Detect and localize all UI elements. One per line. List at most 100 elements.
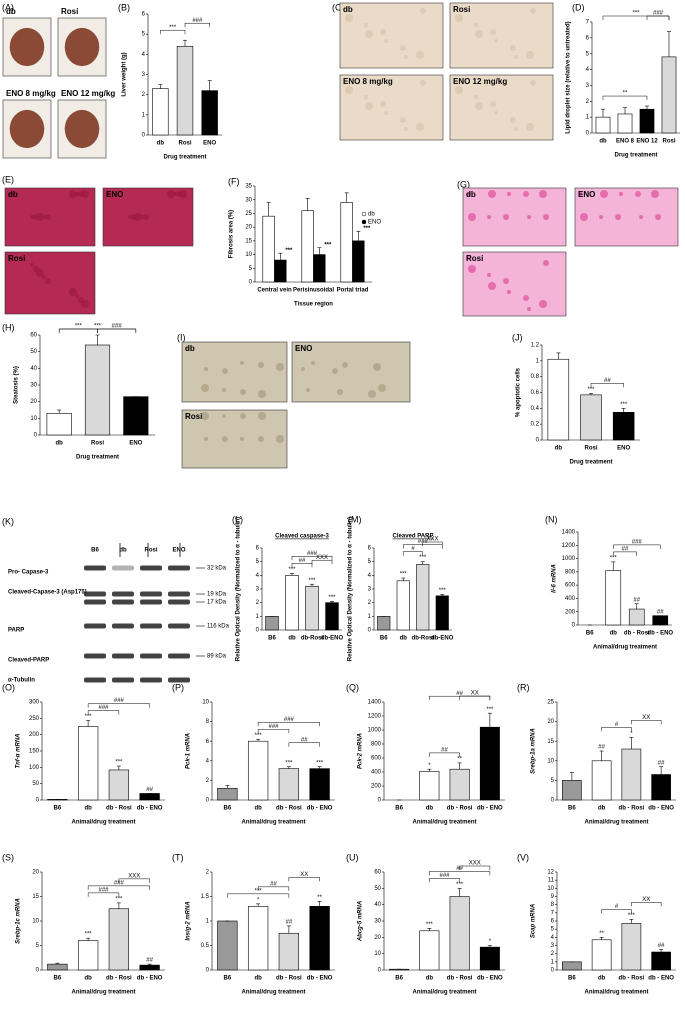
significance-mark: **	[623, 91, 628, 97]
bar	[419, 770, 440, 801]
significance-bracket	[184, 22, 210, 28]
size-label: 19 kDa	[207, 592, 227, 598]
y-tick-label: 0	[378, 798, 382, 804]
y-tick-label: 10	[30, 416, 37, 422]
significance-mark: ###	[284, 717, 295, 723]
significance-mark: XXX	[469, 861, 481, 867]
tissue-texture	[75, 294, 79, 298]
tissue-texture	[69, 190, 77, 198]
y-tick-label: 30	[30, 383, 37, 389]
y-tick-label: 0	[572, 623, 576, 629]
y-tick-label: 400	[565, 596, 576, 602]
image-label: Rosi	[61, 7, 78, 16]
tissue-texture	[240, 437, 244, 441]
image-label: Rosi	[8, 254, 25, 263]
y-tick-label: 6	[256, 546, 260, 552]
y-tick-label: 50	[32, 781, 39, 787]
x-tick-label: B6	[586, 631, 594, 637]
tissue-texture	[332, 368, 338, 374]
significance-mark: ***	[115, 896, 123, 902]
significance-bracket	[87, 892, 120, 897]
y-tick-label: 25	[245, 211, 252, 217]
bar	[617, 113, 633, 134]
y-tick-label: 8	[206, 719, 210, 725]
panel-label: (L)	[232, 514, 243, 524]
y-tick-label: 40	[30, 366, 37, 372]
tissue-texture	[337, 389, 343, 395]
bar	[274, 259, 287, 283]
y-tick-label: 200	[371, 784, 382, 790]
tissue-texture	[619, 192, 623, 196]
tissue-texture	[240, 413, 246, 419]
panel-label: (E)	[2, 174, 14, 184]
y-tick-label: 6	[586, 35, 590, 41]
y-axis-label: Lipid droplet size (relative to untreate…	[566, 21, 572, 133]
y-tick-label: 200	[565, 609, 576, 615]
tissue-texture	[107, 192, 111, 196]
tissue-texture	[474, 95, 478, 99]
y-tick-label: 15	[32, 894, 39, 900]
significance-bracket	[118, 878, 150, 883]
significance-mark: XX	[642, 897, 650, 903]
image-label: Rosi	[453, 5, 470, 14]
y-tick-label: 1.5	[201, 894, 210, 900]
significance-mark: ##	[598, 745, 605, 751]
blot-band	[84, 565, 106, 571]
y-tick-label: 250	[29, 716, 40, 722]
bar	[301, 210, 314, 283]
micrograph	[339, 2, 444, 69]
tissue-texture	[368, 390, 376, 398]
x-tick-label: db - Rosi	[624, 631, 650, 637]
tissue-texture	[527, 307, 531, 311]
x-axis-label: Animal/drug treatment	[412, 990, 476, 996]
x-tick-label: db - Rosi	[276, 976, 302, 982]
significance-mark: XXX	[316, 555, 328, 561]
significance-mark: ##	[299, 558, 306, 564]
image-label: db	[466, 190, 476, 199]
significance-mark: *	[489, 939, 492, 945]
significance-mark: ###	[439, 873, 450, 879]
significance-bracket	[422, 541, 443, 546]
blot-band	[112, 623, 134, 629]
y-axis-label: Insig-2 mRNA	[186, 901, 192, 940]
y-tick-label: 5	[256, 559, 260, 565]
tissue-texture	[487, 215, 491, 219]
y-tick-label: 6	[368, 546, 372, 552]
significance-mark: #	[411, 546, 415, 552]
significance-mark: **	[457, 756, 462, 762]
y-tick-label: 2	[142, 92, 146, 98]
blot-band	[112, 599, 134, 605]
panel-label: (K)	[2, 516, 14, 526]
significance-mark: ***	[324, 242, 332, 248]
tissue-texture	[488, 282, 496, 290]
tissue-texture	[494, 39, 498, 43]
significance-bracket	[459, 695, 491, 700]
tissue-texture	[468, 213, 476, 221]
bar	[591, 939, 612, 971]
x-tick-label: db	[426, 976, 434, 982]
blot-band	[168, 591, 190, 597]
y-tick-label: 10	[547, 886, 554, 892]
y-tick-label: 3	[586, 83, 590, 89]
significance-mark: #	[615, 904, 619, 910]
x-tick-label: db - ENO	[648, 976, 674, 982]
significance-mark: ##	[441, 747, 448, 753]
x-tick-label: ENO 12	[636, 139, 658, 145]
tissue-texture	[9, 256, 13, 260]
bar	[562, 780, 582, 801]
tissue-texture	[78, 191, 84, 197]
panel-label: (R)	[517, 682, 530, 692]
y-tick-label: 6	[142, 12, 146, 18]
micrograph	[291, 341, 411, 403]
y-tick-label: 2	[256, 600, 260, 606]
bar	[605, 570, 622, 626]
tissue-texture	[131, 214, 137, 220]
bar	[661, 56, 677, 134]
y-tick-label: 0	[378, 968, 382, 974]
tissue-texture	[639, 215, 643, 219]
significance-bracket	[257, 886, 290, 891]
y-tick-label: 0.5	[201, 943, 210, 949]
y-tick-label: 2	[368, 600, 372, 606]
significance-mark: ***	[632, 11, 640, 17]
y-axis-label: Pck-2 mRNA	[358, 733, 364, 769]
